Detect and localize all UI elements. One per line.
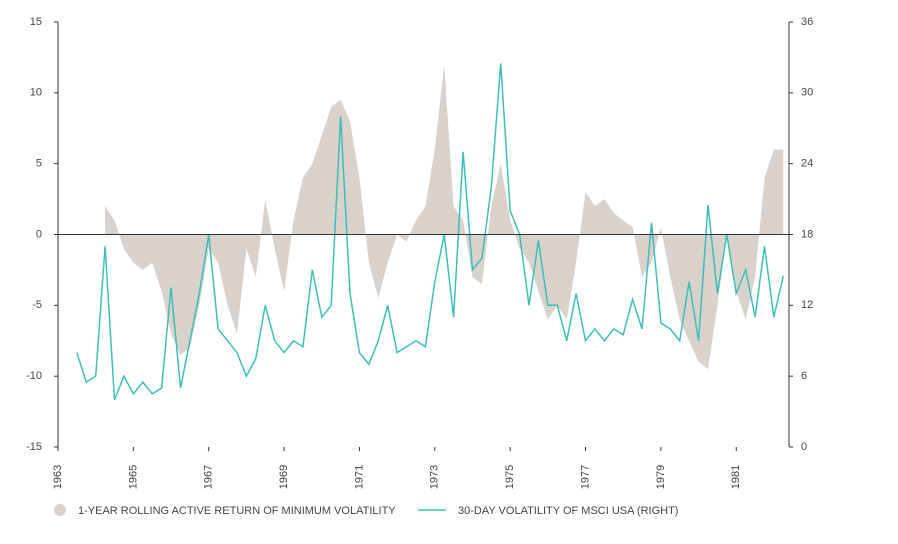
y2-tick-label: 18 <box>801 228 813 240</box>
x-tick-label: 1973 <box>429 465 441 489</box>
y-tick-label: 15 <box>30 16 42 28</box>
x-tick-label: 1971 <box>353 465 365 489</box>
y-tick-label: -15 <box>26 441 42 453</box>
area <box>105 64 784 370</box>
legend-label: 30-DAY VOLATILITY OF MSCI USA (RIGHT) <box>458 505 678 517</box>
x-tick-label: 1969 <box>278 465 290 489</box>
x-tick-label: 1967 <box>203 465 215 489</box>
y2-tick-label: 30 <box>801 87 813 99</box>
y2-tick-label: 12 <box>801 299 813 311</box>
y-tick-label: 0 <box>36 228 42 240</box>
y-tick-label: 5 <box>36 158 42 170</box>
x-tick-label: 1979 <box>655 465 667 489</box>
y2-tick-label: 36 <box>801 16 813 28</box>
x-tick-label: 1975 <box>504 465 516 489</box>
line <box>76 63 785 401</box>
y-tick-label: -10 <box>26 370 42 382</box>
x-tick-label: 1981 <box>730 465 742 489</box>
legend-label: 1-YEAR ROLLING ACTIVE RETURN OF MINIMUM … <box>78 505 396 517</box>
x-tick-label: 1977 <box>579 465 591 489</box>
y-tick-label: 10 <box>30 87 42 99</box>
y2-tick-label: 6 <box>801 370 807 382</box>
legend-swatch <box>54 504 66 516</box>
x-tick-label: 1965 <box>127 465 139 489</box>
y-tick-label: -5 <box>32 299 42 311</box>
y2-tick-label: 24 <box>801 158 813 170</box>
y2-tick-label: 0 <box>801 441 807 453</box>
x-tick-label: 1963 <box>52 465 64 489</box>
